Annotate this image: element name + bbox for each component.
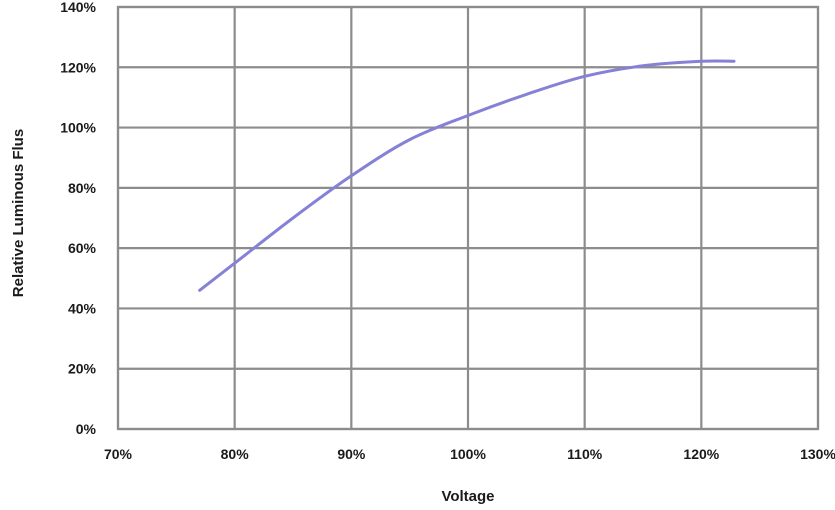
y-tick-label: 20% <box>68 361 97 377</box>
y-tick-label: 0% <box>76 421 97 437</box>
x-tick-label: 110% <box>567 446 603 462</box>
x-tick-label: 100% <box>450 446 486 462</box>
x-axis-label: Voltage <box>441 488 494 505</box>
x-tick-label: 70% <box>104 446 133 462</box>
x-tick-label: 120% <box>683 446 719 462</box>
y-tick-label: 60% <box>68 240 97 256</box>
y-tick-label: 140% <box>60 0 96 15</box>
y-tick-labels: 0% 20% 40% 60% 80% 100% 120% 140% <box>60 0 96 437</box>
y-tick-label: 100% <box>60 120 96 136</box>
y-tick-label: 80% <box>68 180 97 196</box>
y-tick-label: 120% <box>60 59 96 75</box>
y-axis-label: Relative Luminous Flus <box>10 129 27 297</box>
x-tick-label: 130% <box>800 446 835 462</box>
series-layer <box>198 59 736 292</box>
x-tick-labels: 70% 80% 90% 100% 110% 120% 130% <box>104 446 835 462</box>
y-tick-label: 40% <box>68 300 97 316</box>
grid-layer <box>116 5 820 431</box>
x-tick-label: 90% <box>337 446 366 462</box>
series-line <box>198 59 736 292</box>
plot-frame <box>116 5 820 431</box>
x-tick-label: 80% <box>221 446 250 462</box>
